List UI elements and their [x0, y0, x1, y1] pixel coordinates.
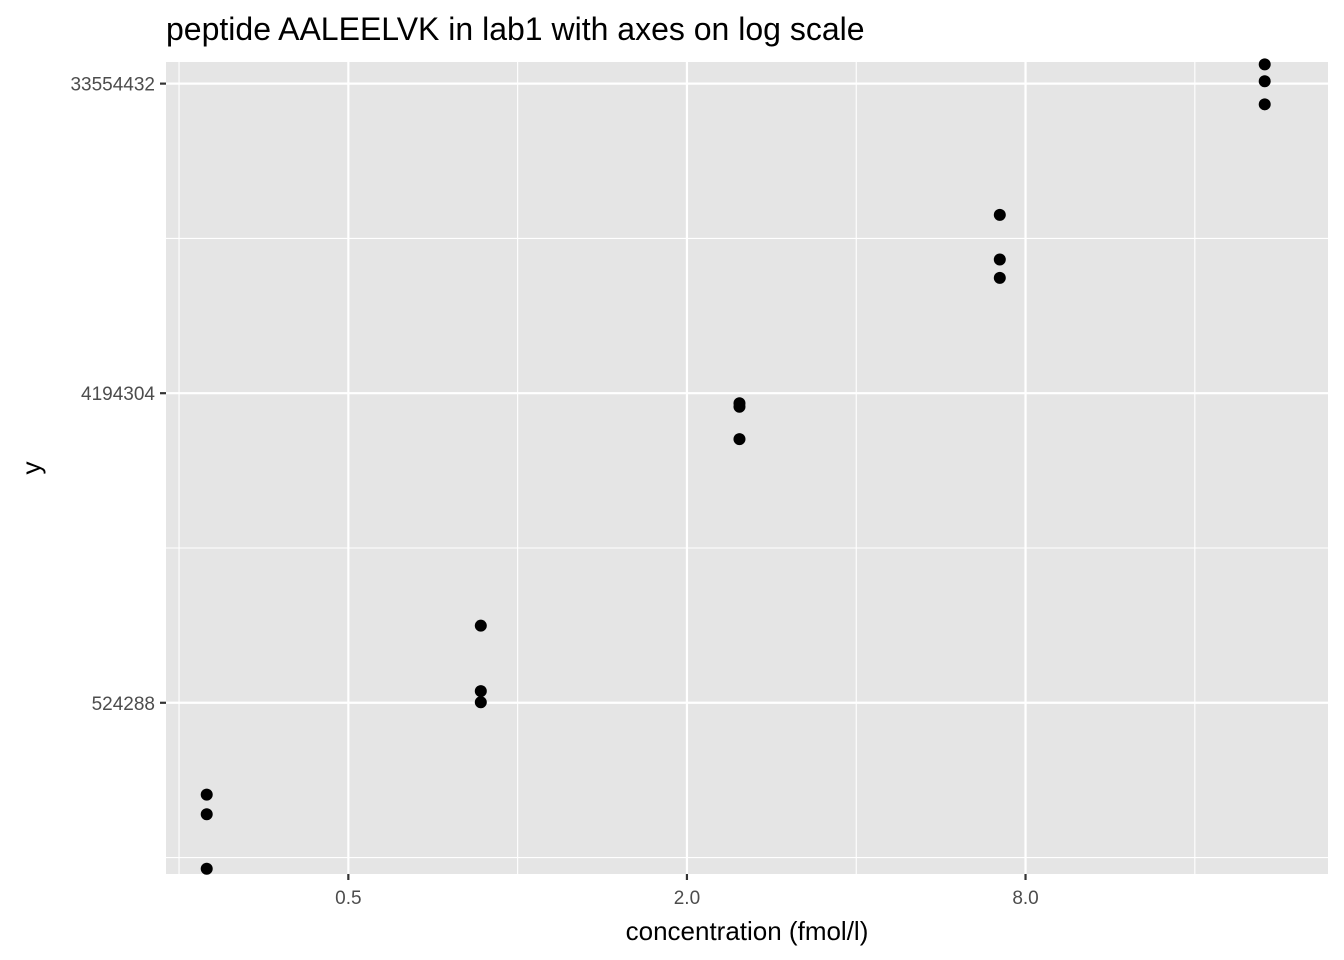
- data-point: [474, 696, 487, 709]
- data-point: [474, 619, 487, 632]
- minor-gridlines: [166, 62, 1328, 874]
- data-point: [993, 253, 1006, 266]
- data-point: [733, 433, 746, 446]
- y-tick-label: 4194304: [81, 384, 155, 405]
- chart-title: peptide AALEELVK in lab1 with axes on lo…: [166, 11, 865, 47]
- data-point: [993, 208, 1006, 221]
- data-point: [200, 788, 213, 801]
- y-axis: 524288 4194304 33554432: [70, 75, 166, 715]
- data-point: [733, 400, 746, 413]
- data-point: [474, 685, 487, 698]
- data-point: [993, 271, 1006, 284]
- y-tick-label: 33554432: [70, 75, 155, 96]
- data-point: [1258, 58, 1271, 71]
- x-tick-label: 2.0: [674, 888, 700, 909]
- x-tick-label: 0.5: [335, 888, 361, 909]
- major-gridlines: [166, 62, 1328, 874]
- x-axis-title: concentration (fmol/l): [626, 916, 869, 946]
- data-point: [1258, 75, 1271, 88]
- data-point: [1258, 98, 1271, 111]
- data-point: [200, 862, 213, 875]
- y-axis-title: y: [16, 462, 46, 475]
- data-point: [200, 808, 213, 821]
- x-tick-label: 8.0: [1012, 888, 1038, 909]
- y-tick-label: 524288: [92, 694, 155, 715]
- plot-panel: [166, 62, 1328, 874]
- data-points: [200, 58, 1271, 875]
- x-axis: 0.5 2.0 8.0: [335, 874, 1039, 909]
